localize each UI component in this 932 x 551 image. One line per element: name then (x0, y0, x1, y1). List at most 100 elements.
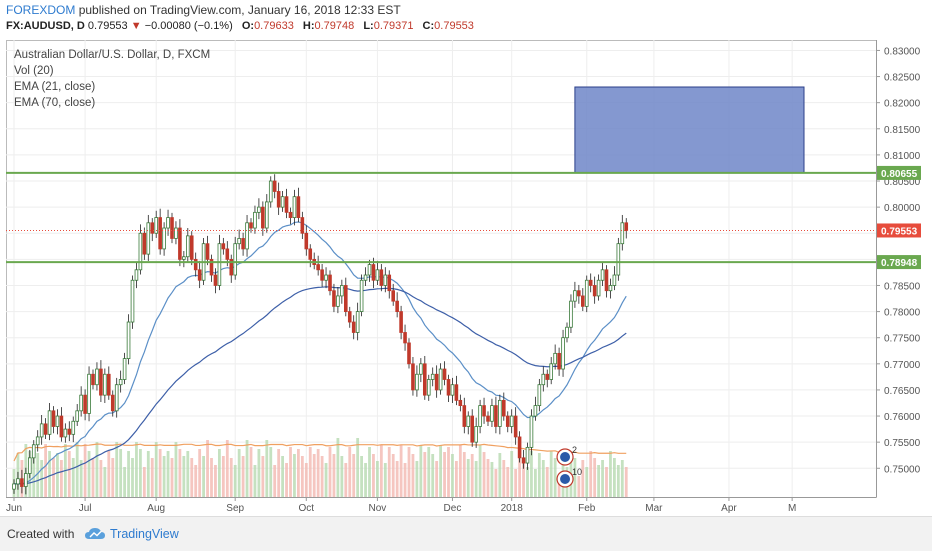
candle (35, 430, 40, 452)
candle (83, 389, 87, 421)
candle-body (261, 206, 265, 229)
candle-body (446, 379, 451, 396)
candle (596, 274, 601, 301)
legend-ema70[interactable]: EMA (70, close) (14, 97, 96, 109)
candle (501, 392, 506, 421)
x-tick-label: Feb (578, 503, 596, 514)
candle-body (87, 373, 91, 414)
candle (458, 394, 463, 412)
candle (272, 174, 277, 199)
candle (336, 287, 340, 314)
tradingview-link[interactable]: TradingView (110, 527, 179, 541)
volume-bar (348, 447, 352, 497)
candle-body (229, 258, 234, 276)
candle (482, 397, 486, 424)
candle (205, 235, 210, 266)
volume-bar (407, 447, 411, 497)
candle-body (569, 300, 573, 328)
volume-bar (312, 454, 316, 497)
candle-body (79, 394, 83, 412)
candle (122, 352, 127, 385)
volume-bar (494, 469, 498, 497)
candle-body (565, 326, 569, 339)
volume-bar (344, 463, 348, 497)
candle-body (245, 222, 249, 250)
volume-bar (328, 447, 332, 497)
candle (494, 396, 498, 434)
candle-body (241, 238, 245, 250)
volume-bar (48, 451, 51, 497)
candle-body (343, 285, 348, 312)
volume-bar (190, 458, 194, 497)
candle (569, 294, 573, 334)
candle-body (27, 457, 32, 474)
candle (363, 267, 368, 286)
candle-body (122, 358, 127, 380)
candle-body (359, 279, 364, 312)
candle (521, 449, 526, 469)
legend-ema21[interactable]: EMA (21, close) (14, 81, 96, 93)
volume-bar (71, 458, 75, 497)
candle (557, 347, 561, 376)
candle (51, 406, 56, 434)
volume-bar (142, 467, 146, 497)
candle-body (557, 352, 561, 370)
volume-bar (206, 440, 209, 497)
candle-body (379, 269, 384, 286)
candle-body (59, 415, 64, 438)
publisher-link[interactable]: FOREXDOM (6, 3, 76, 17)
candle (300, 211, 305, 239)
chart-area[interactable]: 2 10 0.83000 0.82500 0.82000 0.81500 0.81000 0.… (6, 38, 926, 515)
volume-bar (75, 442, 79, 497)
candle (99, 360, 103, 402)
high-label: H: (302, 20, 315, 32)
y-tick-label: 0.76000 (884, 412, 921, 423)
candle-body (490, 405, 494, 422)
candle (249, 218, 253, 233)
y-tick-label: 0.81500 (884, 125, 921, 136)
candle-body (407, 342, 411, 365)
tradingview-cloud-icon[interactable] (84, 527, 106, 541)
volume-bar (174, 442, 178, 497)
candle-body (588, 279, 593, 286)
candle-body (292, 196, 297, 218)
candle-body (450, 384, 455, 396)
candle (257, 198, 261, 220)
volume-bar (447, 447, 450, 497)
candle-body (399, 311, 403, 333)
volume-bar (391, 454, 395, 497)
price-label-text: 0.80655 (881, 169, 918, 180)
volume-bar (241, 456, 245, 497)
candle-body (213, 274, 218, 286)
volume-bar (553, 458, 557, 497)
candle (229, 254, 234, 283)
volume-bar (372, 454, 375, 497)
candle-body (415, 373, 419, 391)
price-chart[interactable]: 2100.830000.825000.820000.815000.810000.… (6, 38, 926, 515)
candle-body (288, 211, 293, 218)
x-tick-label: Jun (6, 503, 22, 514)
candle (624, 218, 629, 239)
candle (513, 407, 518, 445)
volume-bar (419, 445, 423, 497)
candle-body (517, 436, 522, 459)
candle-body (320, 269, 324, 281)
candle (264, 194, 269, 233)
volume-bar (577, 476, 581, 497)
x-tick-label: 2018 (501, 503, 524, 514)
candle-body (91, 373, 95, 386)
legend-volume[interactable]: Vol (20) (14, 65, 54, 77)
price-label-box (877, 165, 921, 180)
volume-bar (616, 465, 620, 497)
volume-bar (131, 458, 134, 497)
candle-body (193, 258, 198, 271)
candle-body (249, 222, 253, 229)
candle-body (280, 196, 285, 208)
candle (67, 421, 72, 442)
candle-body (95, 368, 99, 386)
volume-bar (585, 467, 589, 497)
volume-bar (443, 452, 446, 497)
x-tick-label: Oct (299, 503, 315, 514)
candle-body (130, 279, 135, 323)
candle (59, 407, 64, 442)
